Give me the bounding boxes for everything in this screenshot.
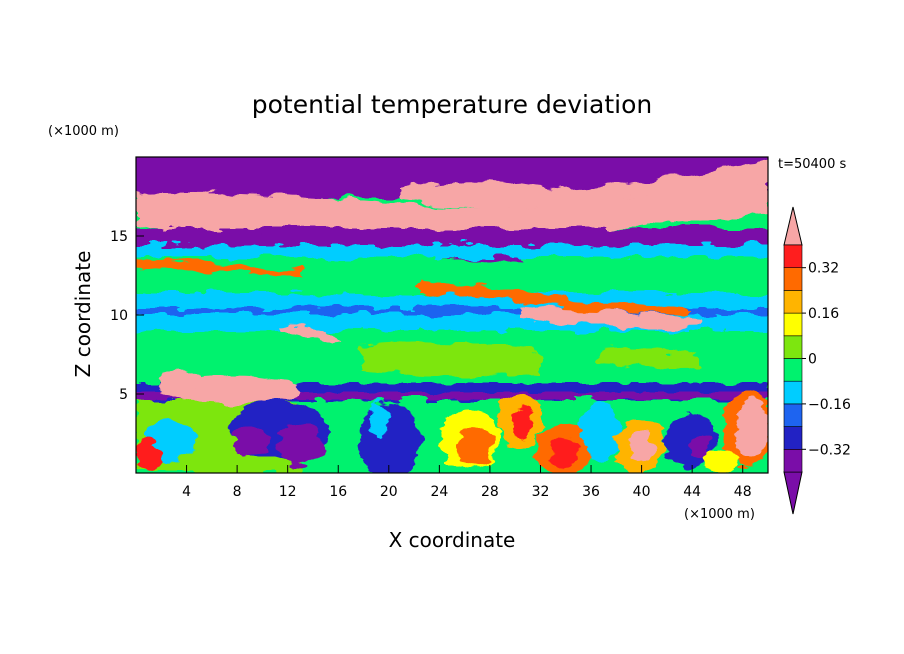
time-label: t=50400 s: [778, 157, 846, 172]
chart-title: potential temperature deviation: [252, 90, 652, 119]
colorbar-label: 0.16: [808, 306, 839, 322]
x-axis-label: X coordinate: [389, 528, 516, 552]
x-tick-label: 20: [380, 484, 398, 500]
colorbar-label: 0: [808, 352, 817, 368]
colorbar-swatch: [783, 358, 803, 382]
x-tick-label: 32: [532, 484, 550, 500]
colorbar-over-arrow: [783, 206, 803, 246]
colorbar-label: 0.32: [808, 261, 839, 277]
colorbar-label: −0.32: [808, 442, 851, 458]
x-tick-label: 48: [734, 484, 752, 500]
x-tick-label: 44: [683, 484, 701, 500]
colorbar-swatch: [783, 448, 803, 473]
colorbar-swatch: [783, 267, 803, 291]
contour-field: [136, 157, 768, 473]
y-tick-label: 15: [110, 229, 128, 245]
x-tick-label: 4: [182, 484, 191, 500]
colorbar-under-arrow: [783, 471, 803, 515]
y-axis: 5 10 15: [110, 229, 144, 403]
x-tick-label: 40: [633, 484, 651, 500]
x-tick-label: 8: [233, 484, 242, 500]
y-tick-label: 5: [119, 387, 128, 403]
colorbar-label: −0.16: [808, 397, 851, 413]
x-tick-label: 28: [481, 484, 499, 500]
colorbar-swatch: [783, 426, 803, 450]
y-unit-label: (×1000 m): [48, 124, 119, 139]
colorbar-swatch: [783, 312, 803, 337]
colorbar-swatch: [783, 335, 803, 359]
x-axis: 4 8 12 16 20 24 28 32 36 40 44 48: [182, 465, 752, 500]
y-tick-label: 10: [110, 308, 128, 324]
x-tick-label: 36: [582, 484, 600, 500]
colorbar-swatch: [783, 290, 803, 314]
colorbar-swatch: [783, 403, 803, 427]
colorbar-swatch: [783, 244, 803, 269]
colorbar-swatch: [783, 380, 803, 405]
colorbar: 0.32 0.16 0 −0.16 −0.32: [783, 206, 851, 515]
x-tick-label: 12: [279, 484, 297, 500]
y-axis-label: Z coordinate: [71, 251, 95, 378]
x-tick-label: 16: [329, 484, 347, 500]
x-unit-label: (×1000 m): [684, 507, 755, 522]
x-tick-label: 24: [430, 484, 448, 500]
